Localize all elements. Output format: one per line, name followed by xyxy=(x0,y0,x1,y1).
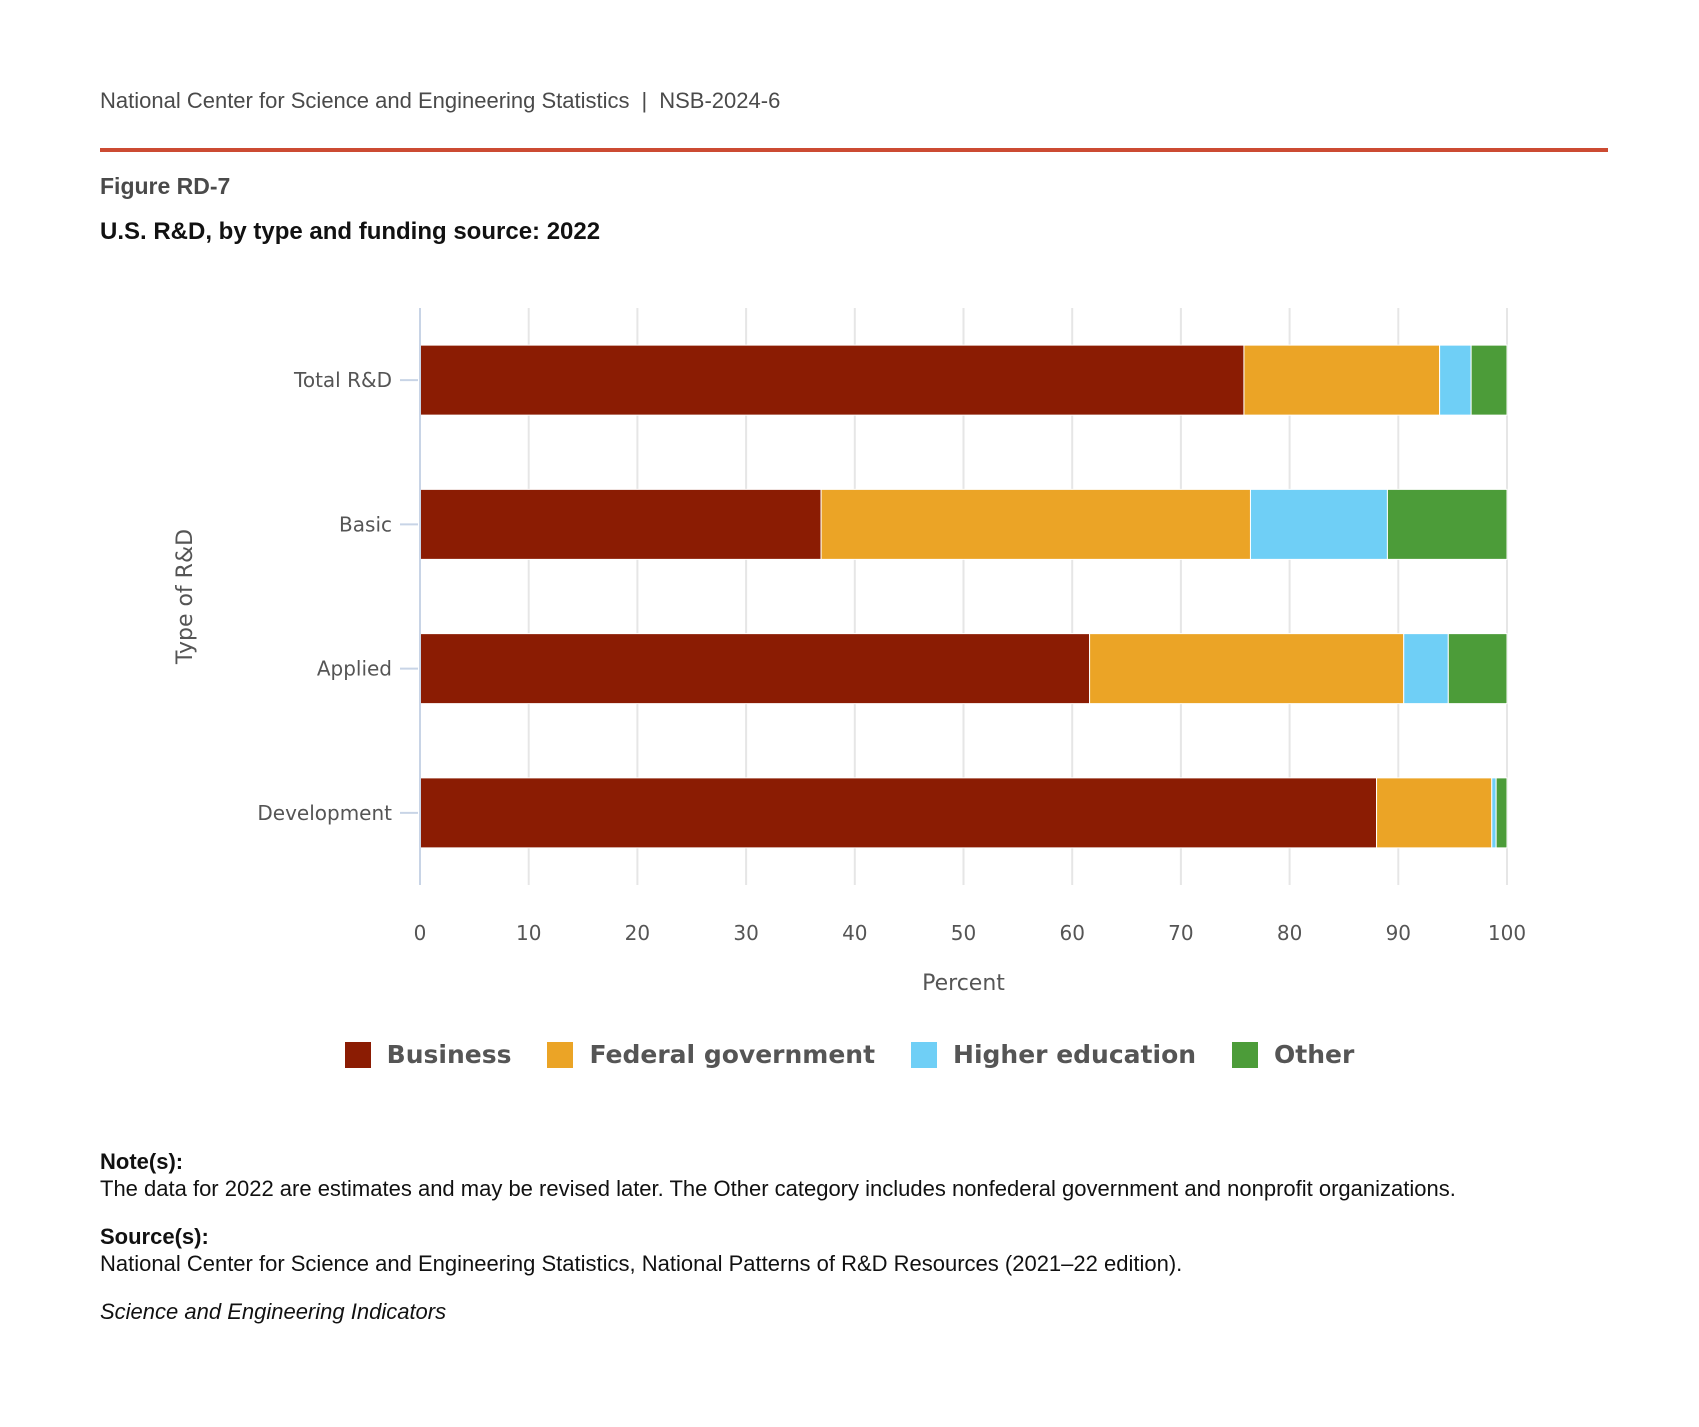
bars xyxy=(419,344,1508,849)
y-tick-label: Applied xyxy=(317,657,392,681)
bar-segment-business[interactable] xyxy=(419,344,1245,416)
figure-label: Figure RD-7 xyxy=(100,173,231,199)
legend-swatch xyxy=(344,1041,371,1068)
bar-segment-higher-education[interactable] xyxy=(1439,344,1472,416)
header-rule xyxy=(100,148,1608,152)
bar-segment-other[interactable] xyxy=(1447,633,1508,705)
notes-heading: Note(s): xyxy=(100,1149,184,1174)
legend-label: Federal government xyxy=(589,1040,876,1069)
figure-title: U.S. R&D, by type and funding source: 20… xyxy=(100,218,601,245)
y-tick-label: Total R&D xyxy=(293,368,392,392)
bar-segment-other[interactable] xyxy=(1470,344,1508,416)
source-heading: Source(s): xyxy=(100,1224,209,1249)
x-tick-label: 100 xyxy=(1488,921,1526,945)
x-axis-title: Percent xyxy=(922,971,1005,996)
x-tick-label: 80 xyxy=(1277,921,1302,945)
bar-segment-higher-education[interactable] xyxy=(1403,633,1449,705)
publication-name: Science and Engineering Indicators xyxy=(100,1299,447,1324)
legend-swatch xyxy=(911,1041,938,1068)
report-header: National Center for Science and Engineer… xyxy=(100,88,780,114)
legend-swatch xyxy=(547,1041,574,1068)
bar-segment-other[interactable] xyxy=(1386,488,1508,560)
x-tick-label: 10 xyxy=(516,921,541,945)
bar-segment-higher-education[interactable] xyxy=(1249,488,1388,560)
legend-item-federal-government[interactable]: Federal government xyxy=(547,1040,875,1069)
legend-swatch xyxy=(1232,1041,1259,1068)
figure-notes: Note(s): The data for 2022 are estimates… xyxy=(100,1148,1600,1325)
header-org: National Center for Science and Engineer… xyxy=(100,88,630,113)
notes-text: The data for 2022 are estimates and may … xyxy=(100,1176,1456,1201)
bar-chart: 0 10 20 30 40 50 60 70 80 90 100 Total R&D Basic Appl… xyxy=(173,308,1526,996)
bar-segment-federal-government[interactable] xyxy=(1089,633,1405,705)
bar-segment-business[interactable] xyxy=(419,633,1091,705)
legend-item-other[interactable]: Other xyxy=(1232,1040,1354,1069)
bar-segment-other[interactable] xyxy=(1495,777,1508,849)
bar-segment-business[interactable] xyxy=(419,777,1378,849)
legend-label: Business xyxy=(386,1040,512,1069)
header-report-id: NSB-2024-6 xyxy=(659,88,781,113)
x-tick-label: 20 xyxy=(625,921,650,945)
x-tick-label: 30 xyxy=(733,921,758,945)
legend-label: Other xyxy=(1274,1040,1355,1069)
y-tick-label: Basic xyxy=(339,512,392,536)
y-axis-title: Type of R&D xyxy=(173,529,198,665)
legend-label: Higher education xyxy=(953,1040,1197,1069)
legend-item-business[interactable]: Business xyxy=(344,1040,512,1069)
bar-segment-higher-education[interactable] xyxy=(1491,777,1497,849)
bar-segment-federal-government[interactable] xyxy=(1376,777,1493,849)
x-tick-label: 40 xyxy=(842,921,867,945)
chart-legend: Business Federal government Higher educati… xyxy=(0,1040,1699,1069)
source-text: National Center for Science and Engineer… xyxy=(100,1251,1183,1276)
x-tick-label: 0 xyxy=(414,921,427,945)
x-tick-label: 90 xyxy=(1386,921,1411,945)
header-separator: | xyxy=(641,88,648,113)
y-tick-label: Development xyxy=(257,801,392,825)
legend-item-higher-education[interactable]: Higher education xyxy=(911,1040,1196,1069)
x-tick-label: 50 xyxy=(951,921,976,945)
bar-segment-federal-government[interactable] xyxy=(1243,344,1441,416)
axes: 0 10 20 30 40 50 60 70 80 90 100 Total R&D Basic Appl… xyxy=(257,308,1526,945)
x-tick-label: 60 xyxy=(1059,921,1084,945)
bar-segment-federal-government[interactable] xyxy=(820,488,1251,560)
bar-segment-business[interactable] xyxy=(419,488,822,560)
x-tick-label: 70 xyxy=(1168,921,1193,945)
